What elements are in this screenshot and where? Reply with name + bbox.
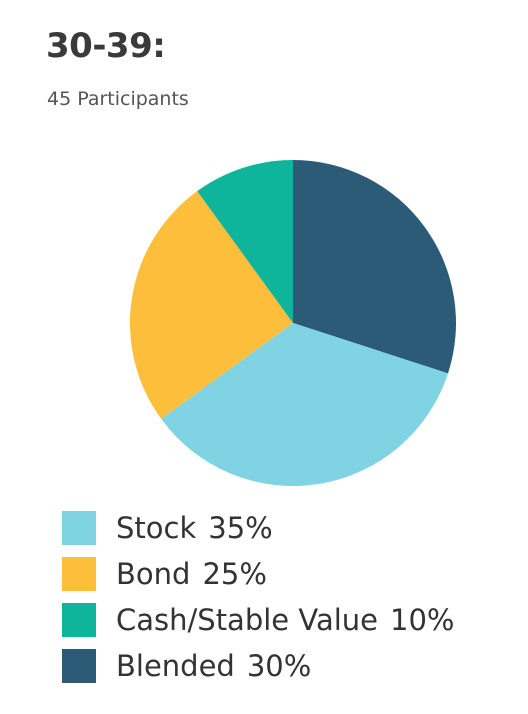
legend-value-cash-stable-value: 10% [390, 603, 455, 637]
chart-title: 30-39: [46, 26, 166, 66]
legend-value-stock: 35% [208, 511, 273, 545]
legend-item-stock: Stock 35% [62, 505, 454, 551]
legend-swatch-blended [62, 649, 96, 683]
chart-subtitle: 45 Participants [47, 88, 189, 110]
legend-swatch-bond [62, 557, 96, 591]
legend-label-cash-stable-value: Cash/Stable Value [116, 603, 378, 637]
pie-slice-stock [161, 323, 449, 486]
pie-slice-bond [129, 191, 293, 419]
legend-item-cash-stable-value: Cash/Stable Value 10% [62, 597, 454, 643]
pie-slice-cash-stable-value [197, 160, 293, 323]
chart-legend: Stock 35% Bond 25% Cash/Stable Value 10%… [62, 505, 454, 689]
legend-label-blended: Blended [116, 649, 235, 683]
pie-chart [129, 160, 456, 486]
legend-item-blended: Blended 30% [62, 643, 454, 689]
legend-value-bond: 25% [202, 557, 267, 591]
legend-swatch-cash-stable-value [62, 603, 96, 637]
legend-item-bond: Bond 25% [62, 551, 454, 597]
pie-slice-blended [293, 160, 456, 374]
legend-label-stock: Stock [116, 511, 197, 545]
legend-swatch-stock [62, 511, 96, 545]
legend-value-blended: 30% [246, 649, 312, 683]
legend-label-bond: Bond [116, 557, 191, 591]
